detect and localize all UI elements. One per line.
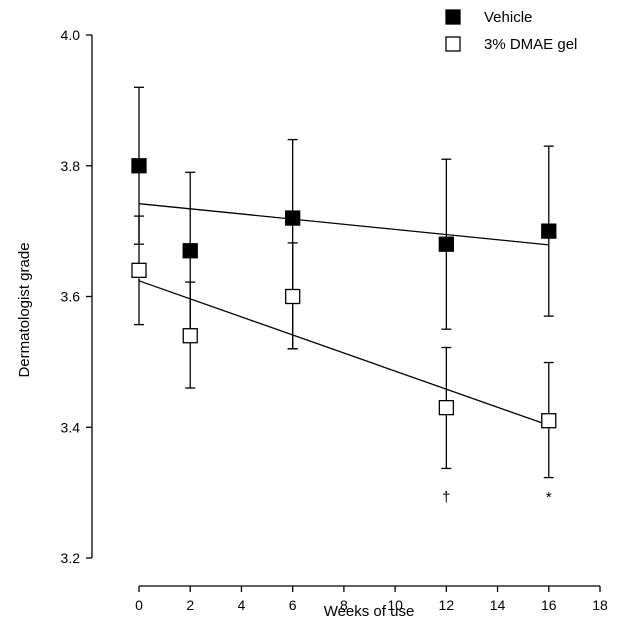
legend-marker-dmae	[445, 36, 461, 52]
point-vehicle	[438, 236, 454, 252]
trend-line-dmae	[138, 280, 549, 426]
legend-label: 3% DMAE gel	[484, 36, 577, 53]
point-dmae	[131, 262, 147, 279]
x-tick-label: 14	[490, 597, 506, 613]
y-tick-label: 3.6	[61, 289, 81, 305]
point-dmae	[438, 399, 454, 416]
point-dmae	[541, 413, 557, 429]
dagger-annotation: †	[442, 489, 450, 506]
point-vehicle	[131, 158, 147, 174]
y-axis-label: Dermatologist grade	[16, 242, 33, 377]
x-tick-label: 6	[289, 597, 297, 613]
trend-line-vehicle	[138, 203, 549, 246]
y-tick-label: 3.2	[61, 550, 81, 566]
y-tick-label: 3.4	[61, 419, 81, 435]
x-tick-label: 16	[541, 597, 557, 613]
trend-lines	[138, 203, 549, 426]
x-tick-label: 0	[135, 597, 143, 613]
y-tick-label: 3.8	[61, 158, 81, 174]
point-dmae	[285, 288, 301, 305]
point-dmae	[182, 328, 198, 344]
legend-marker-vehicle	[445, 9, 461, 25]
axes: 3.2 3.4 3.6 3.8 4.0 0 2 4 6 8 10 12 14 16 18	[61, 27, 608, 613]
x-tick-label: 8	[340, 597, 348, 613]
point-vehicle	[541, 223, 557, 239]
data-points	[131, 158, 557, 429]
legend: Vehicle 3% DMAE gel	[445, 9, 577, 53]
annotations: † *	[442, 489, 552, 506]
x-tick-label: 2	[186, 597, 194, 613]
point-vehicle	[182, 243, 198, 259]
x-tick-label: 4	[238, 597, 246, 613]
y-tick-label: 4.0	[61, 27, 81, 43]
asterisk-annotation: *	[546, 489, 552, 506]
x-tick-label: 12	[439, 597, 455, 613]
x-axis-label: Weeks of use	[324, 603, 415, 620]
error-bars	[134, 86, 554, 479]
point-vehicle	[285, 210, 301, 226]
x-tick-label: 18	[592, 597, 608, 613]
x-tick-label: 10	[387, 597, 403, 613]
legend-label: Vehicle	[484, 9, 532, 26]
